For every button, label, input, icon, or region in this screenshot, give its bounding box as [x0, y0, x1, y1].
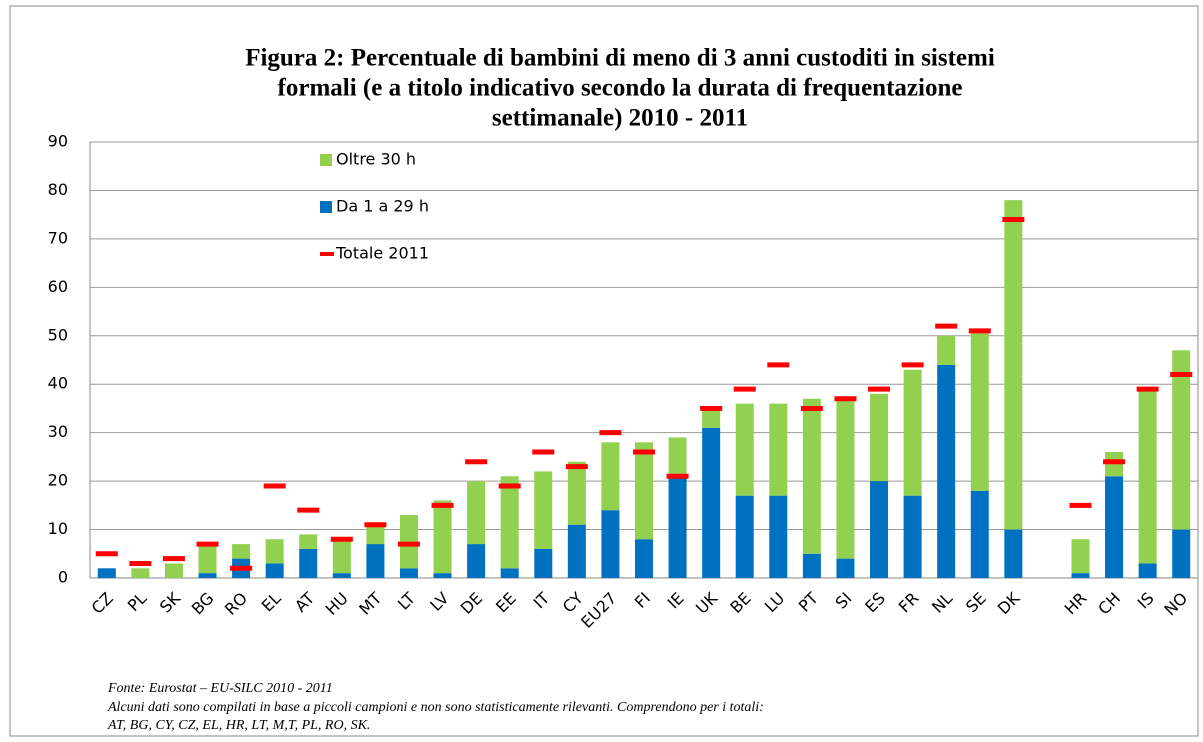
bar-segment: [198, 544, 217, 574]
bar-segment: [500, 568, 519, 578]
bar-segment: [1071, 573, 1090, 578]
y-tick-label: 40: [48, 374, 68, 393]
bar-segment: [232, 544, 251, 559]
bar-segment: [1172, 529, 1191, 578]
bar-segment: [903, 369, 922, 496]
bar-segment: [1138, 563, 1157, 578]
bar-segment: [534, 471, 553, 549]
bar-segment: [635, 442, 653, 540]
bar-segment: [1004, 529, 1023, 578]
bar-segment: [433, 573, 452, 578]
y-tick-label: 50: [48, 325, 68, 344]
bar-segment: [131, 568, 150, 578]
legend-label: Da 1 a 29 h: [336, 197, 429, 216]
bar-segment: [265, 563, 284, 578]
bar-segment: [299, 548, 318, 578]
bar-segment: [534, 548, 553, 578]
bar-segment: [1105, 476, 1124, 578]
bar-segment: [937, 335, 956, 365]
bar-segment: [601, 442, 620, 511]
bar-segment: [601, 510, 620, 578]
bar-segment: [567, 461, 586, 525]
bar-segment: [735, 403, 754, 496]
y-tick-label: 0: [58, 568, 68, 587]
frame: [9, 5, 1199, 737]
bar-segment: [399, 568, 418, 578]
bar-segment: [836, 398, 855, 559]
bar-segment: [735, 495, 754, 578]
bar-segment: [1071, 539, 1090, 574]
y-tick-label: 70: [48, 228, 68, 247]
bar-segment: [836, 558, 855, 578]
bar-segment: [802, 553, 821, 578]
bar-segment: [97, 568, 116, 578]
bar-segment: [668, 437, 687, 477]
bar-segment: [702, 427, 721, 578]
legend-swatch: [320, 201, 332, 213]
bar-segment: [433, 500, 452, 574]
legend-swatch: [320, 154, 332, 166]
bar-segment: [299, 534, 318, 549]
bar-segment: [265, 539, 284, 564]
bar-segment: [870, 481, 889, 578]
bar-segment: [567, 524, 586, 578]
bar-segment: [500, 476, 519, 569]
note: AT, BG, CY, CZ, EL, HR, LT, M,T, PL, RO,…: [107, 718, 370, 733]
note: Alcuni dati sono compilati in base a pic…: [107, 700, 764, 715]
y-tick-label: 80: [48, 180, 68, 199]
bar-segment: [668, 476, 687, 578]
bar-segment: [198, 573, 217, 578]
bar-segment: [164, 563, 183, 578]
bar-segment: [366, 544, 385, 578]
bar-segment: [870, 393, 889, 482]
bar-segment: [332, 539, 351, 574]
chart-title: formali (e a titolo indicativo secondo l…: [278, 75, 963, 102]
bar-segment: [769, 495, 788, 578]
legend-label: Oltre 30 h: [336, 150, 416, 169]
bar-segment: [970, 490, 989, 578]
bar-segment: [635, 539, 653, 578]
bar-segment: [366, 524, 385, 545]
bar-segment: [903, 495, 922, 578]
legend-label: Totale 2011: [335, 244, 429, 263]
bar-segment: [467, 481, 486, 545]
bar-segment: [970, 330, 989, 491]
source: Fonte: Eurostat – EU-SILC 2010 - 2011: [107, 681, 333, 696]
bar-segment: [1004, 200, 1023, 530]
y-tick-label: 20: [48, 471, 68, 490]
bar-segment: [467, 544, 486, 578]
chart-title: settimanale) 2010 - 2011: [492, 105, 748, 132]
bar-segment: [769, 403, 788, 496]
bar-segment: [937, 364, 956, 578]
y-tick-label: 10: [48, 519, 68, 538]
bar-segment: [332, 573, 351, 578]
y-tick-label: 90: [48, 132, 68, 151]
bar-segment: [1172, 350, 1191, 530]
bar-segment: [802, 398, 821, 554]
chart-title: Figura 2: Percentuale di bambini di meno…: [245, 45, 995, 72]
y-tick-label: 30: [48, 422, 68, 441]
y-tick-label: 60: [48, 277, 68, 296]
bar-segment: [1138, 389, 1157, 564]
bar-segment: [702, 408, 721, 428]
